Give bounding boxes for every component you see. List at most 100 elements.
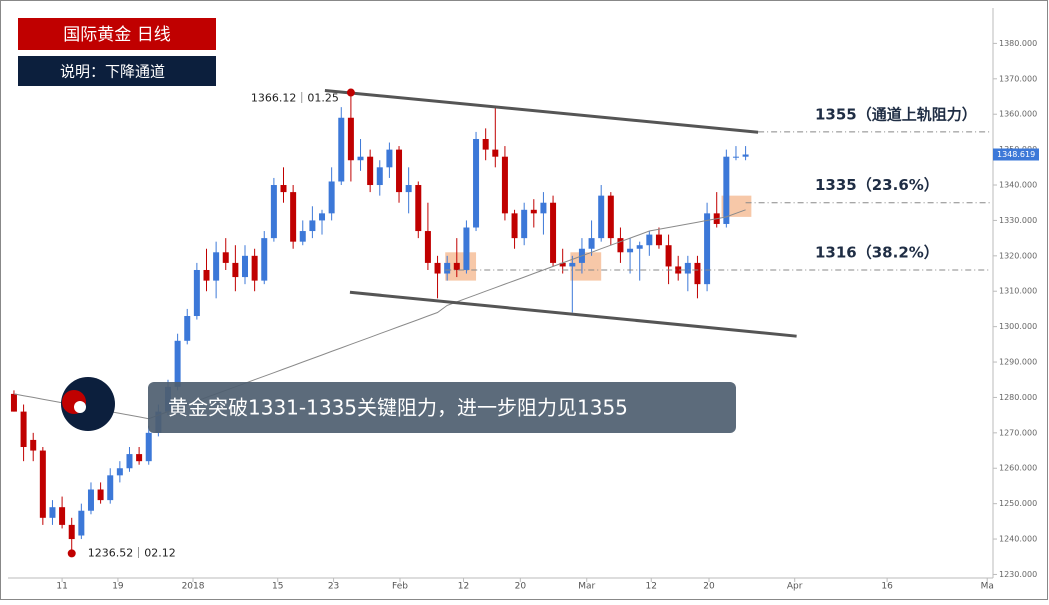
- y-tick-label: 1340.000: [999, 181, 1037, 190]
- candle-body: [97, 489, 104, 501]
- y-tick-label: 1240.000: [999, 535, 1037, 544]
- x-tick-label: 20: [515, 582, 527, 592]
- title-box: [18, 18, 216, 50]
- zone: [570, 252, 602, 281]
- y-tick-label: 1300.000: [999, 322, 1037, 331]
- y-tick-label: 1330.000: [999, 216, 1037, 225]
- candle-body: [270, 185, 277, 239]
- candle-body: [87, 489, 94, 511]
- channel-line: [324, 88, 759, 134]
- y-tick-label: 1270.000: [999, 428, 1037, 437]
- candle-body: [732, 156, 739, 158]
- y-tick-label: 1290.000: [999, 358, 1037, 367]
- candle-body: [290, 192, 297, 242]
- candle-body: [646, 234, 653, 246]
- candle-body: [10, 393, 17, 412]
- candle-body: [463, 227, 470, 270]
- candle-body: [723, 156, 730, 224]
- candle-body: [492, 149, 499, 157]
- banner-box: [148, 382, 736, 433]
- x-tick-label: Apr: [787, 582, 803, 592]
- y-tick-label: 1250.000: [999, 499, 1037, 508]
- high-label: 1366.12｜01.25: [251, 92, 339, 105]
- y-tick-label: 1380.000: [999, 39, 1037, 48]
- candle-body: [424, 231, 431, 263]
- x-tick-label: 15: [272, 582, 283, 592]
- candle-body: [347, 117, 354, 161]
- level-label: 1316（38.2%）: [815, 243, 939, 261]
- candle-body: [68, 524, 75, 540]
- candle-body: [675, 266, 682, 274]
- candle-body: [59, 507, 66, 525]
- x-tick-label: 12: [458, 582, 469, 592]
- candle-body: [598, 195, 605, 239]
- candle-body: [521, 209, 528, 239]
- candle-body: [280, 185, 287, 193]
- y-tick-label: 1370.000: [999, 74, 1037, 83]
- level-label: 1335（23.6%）: [815, 176, 939, 194]
- candle-body: [39, 450, 46, 518]
- level-label: 1355（通道上轨阻力）: [815, 105, 977, 123]
- candle-body: [482, 138, 489, 150]
- low-marker: [67, 549, 76, 558]
- candle-body: [30, 439, 37, 451]
- x-tick-label: 19: [112, 582, 124, 592]
- candle-body: [376, 167, 383, 186]
- candle-body: [684, 262, 691, 274]
- moving-average: [13, 209, 746, 420]
- x-tick-label: 11: [56, 582, 67, 592]
- candle-body: [473, 138, 480, 228]
- candle-body: [655, 234, 662, 246]
- logo: [61, 377, 115, 431]
- candle-body: [261, 238, 268, 281]
- logo-eye: [74, 401, 86, 413]
- zone: [445, 252, 477, 281]
- candle-body: [665, 245, 672, 267]
- candle-body: [222, 252, 229, 263]
- candle-body: [434, 262, 441, 274]
- candle-body: [299, 231, 306, 242]
- y-tick-label: 1230.000: [999, 570, 1037, 579]
- channel-line: [349, 290, 797, 338]
- candle-body: [569, 262, 576, 267]
- candle-body: [396, 149, 403, 193]
- x-tick-label: 12: [646, 582, 657, 592]
- candle-body: [704, 213, 711, 285]
- subtitle: 说明：下降通道: [60, 63, 165, 81]
- x-tick-label: Ma: [981, 582, 994, 592]
- candle-body: [78, 510, 85, 536]
- candle-body: [174, 340, 181, 387]
- x-tick-label: Feb: [392, 582, 408, 592]
- candle-body: [193, 269, 200, 317]
- candle-body: [357, 156, 364, 161]
- candle-body: [405, 185, 412, 193]
- candle-body: [607, 195, 614, 239]
- chart-title: 国际黄金 日线: [63, 25, 170, 45]
- x-tick-label: 20: [703, 582, 715, 592]
- candle-body: [617, 238, 624, 253]
- candle-body: [20, 411, 27, 448]
- candle-body: [242, 255, 249, 278]
- candle-body: [184, 316, 191, 341]
- candle-body: [636, 245, 643, 249]
- candle-body: [367, 156, 374, 186]
- candle-body: [319, 213, 326, 221]
- candle-body: [742, 154, 749, 157]
- candle-body: [136, 454, 143, 462]
- candle-body: [511, 213, 518, 239]
- last-price-tag: [993, 148, 1039, 161]
- x-tick-label: Mar: [578, 582, 595, 592]
- high-marker: [346, 88, 355, 97]
- last-price-label: 1348.619: [997, 150, 1035, 159]
- candle-body: [145, 432, 152, 462]
- banner: 黄金突破1331-1335关键阻力，进一步阻力见1355: [168, 396, 628, 420]
- candle-body: [501, 156, 508, 214]
- candle-body: [453, 262, 460, 270]
- candle-body: [588, 238, 595, 249]
- x-tick-label: 2018: [182, 582, 205, 592]
- candle-body: [49, 507, 56, 518]
- x-tick-label: 16: [881, 582, 893, 592]
- candle-body: [559, 262, 566, 267]
